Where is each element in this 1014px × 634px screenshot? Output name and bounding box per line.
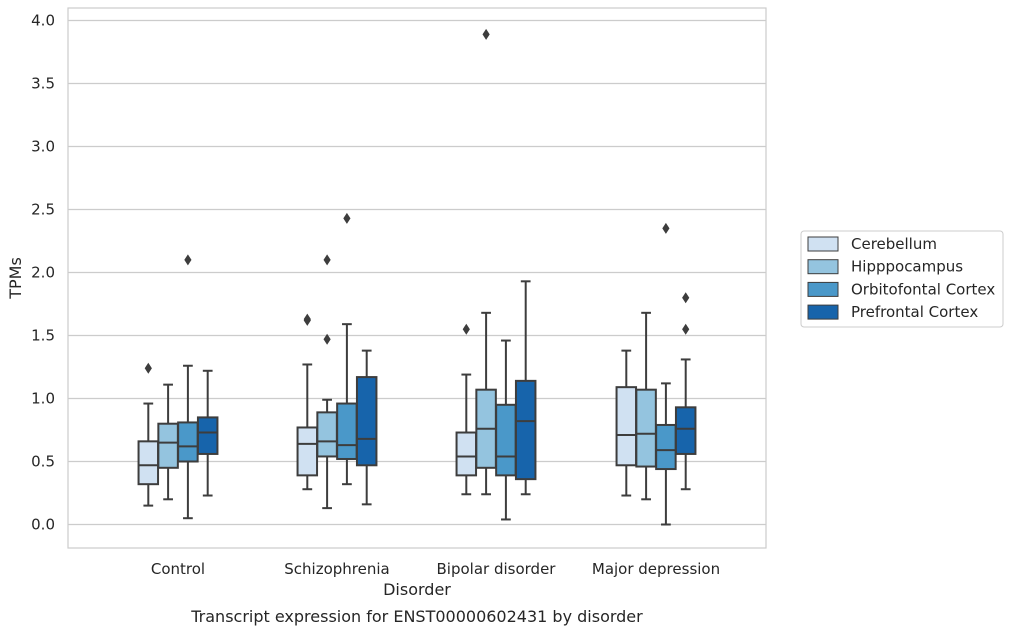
box-0-2 [177,254,199,520]
box-iqr [157,422,179,469]
legend-swatch [807,304,839,320]
plot-area-frame [67,7,767,549]
outlier-point [323,333,331,345]
outlier-point [682,323,690,335]
legend-swatch [807,236,839,252]
box-iqr [177,421,199,463]
box-iqr [336,402,358,460]
box-iqr [674,406,697,455]
legend: Cerebellum Hipppocampus Orbitofontal Corte… [800,230,1004,328]
y-axis-title: TPMs [6,257,25,300]
y-tick-label: 3.5 [31,75,55,93]
y-tick-label: 0.0 [31,516,55,534]
x-tick-label: Bipolar disorder [437,560,557,578]
box-2-3 [514,280,537,496]
outlier-point [682,292,690,304]
legend-frame [800,230,1004,328]
box-iqr [137,440,160,486]
legend-swatch [807,259,839,275]
box-iqr [355,376,378,467]
box-iqr [615,386,638,467]
box-iqr [495,403,517,477]
box-marks [137,28,697,526]
box-2-2 [495,339,517,521]
y-tick-label: 0.5 [31,453,55,471]
box-1-3 [355,349,378,506]
box-1-2 [336,212,358,486]
box-3-2 [655,222,677,526]
chart-caption: Transcript expression for ENST0000060243… [190,607,643,626]
outlier-point [482,28,490,40]
box-iqr [296,426,319,477]
x-tick-label: Control [151,560,205,578]
x-tick-label: Major depression [592,560,720,578]
outlier-point [323,254,331,266]
box-1-0 [296,313,319,491]
y-tick-label: 2.0 [31,264,55,282]
box-0-0 [137,362,160,507]
box-0-3 [196,369,219,497]
y-tick-label: 3.0 [31,138,55,156]
box-1-1 [316,254,338,510]
legend-label: Prefrontal Cortex [851,303,978,321]
outlier-point [303,313,311,325]
box-3-0 [615,349,638,497]
x-tick-labels: Control Schizophrenia Bipolar disorder Majo… [151,560,720,578]
box-0-1 [157,383,179,501]
outlier-point [462,323,470,335]
box-iqr [455,431,478,477]
outlier-point [343,212,351,224]
y-tick-label: 4.0 [31,12,55,30]
box-iqr [635,388,657,468]
box-3-1 [635,311,657,501]
legend-label: Orbitofontal Cortex [851,280,995,298]
legend-swatch [807,281,839,297]
outlier-point [144,362,152,374]
legend-label: Hipppocampus [851,258,963,276]
legend-label: Cerebellum [851,235,937,253]
box-iqr [655,423,677,471]
outlier-point [662,222,670,234]
outlier-point [184,254,192,266]
box-2-1 [475,28,497,496]
y-tick-labels: 0.0 0.5 1.0 1.5 2.0 2.5 3.0 3.5 4.0 [31,12,55,534]
x-axis-title: Disorder [383,580,451,599]
box-2-0 [455,323,478,496]
y-tick-label: 1.5 [31,327,55,345]
box-iqr [514,379,537,481]
y-tick-label: 2.5 [31,201,55,219]
box-iqr [196,416,219,455]
box-iqr [316,411,338,458]
x-tick-label: Schizophrenia [284,560,389,578]
y-tick-label: 1.0 [31,390,55,408]
box-3-3 [674,292,697,491]
